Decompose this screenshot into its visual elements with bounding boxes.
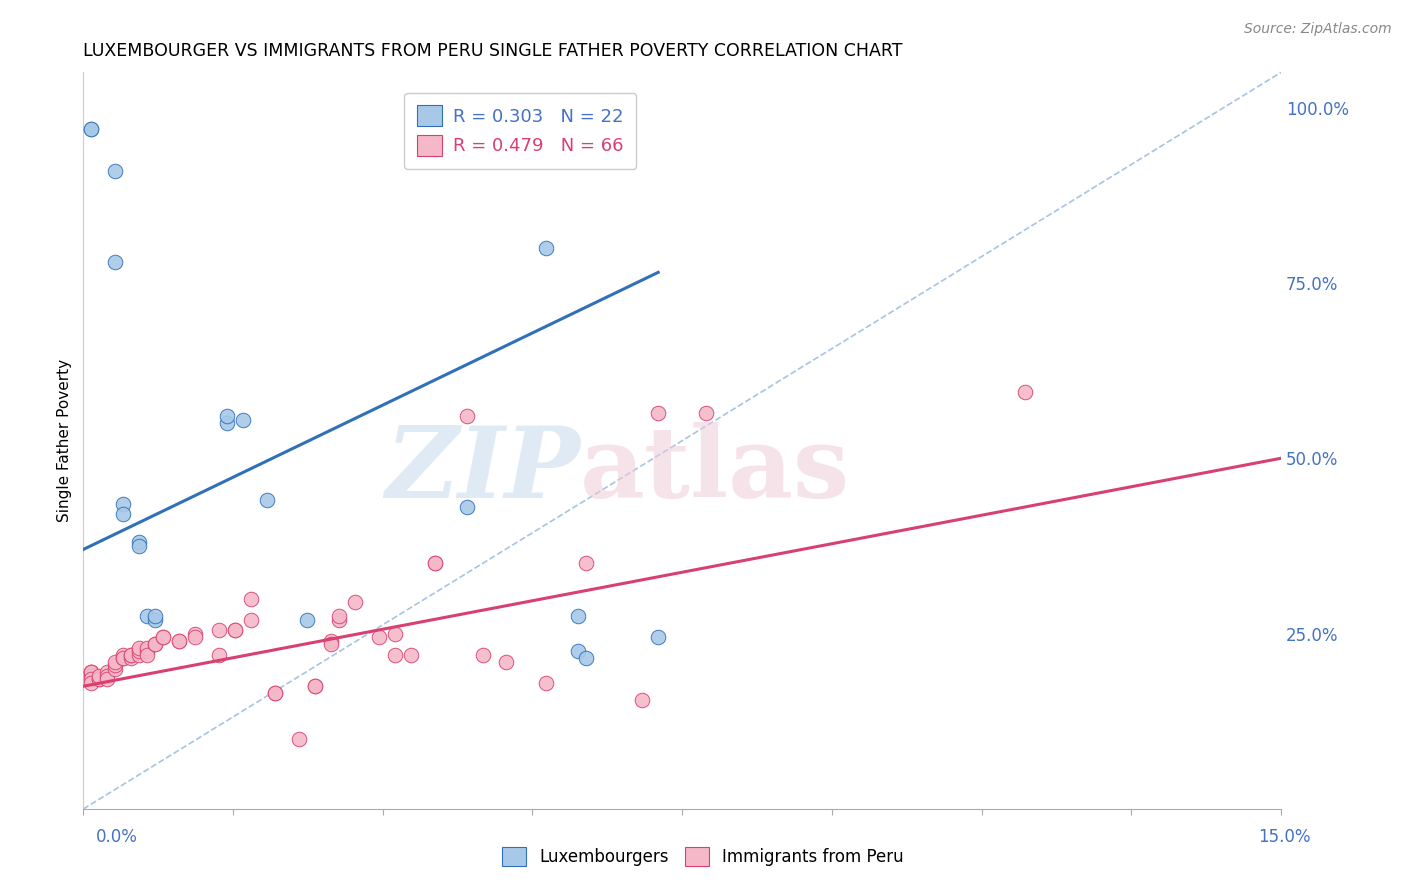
Legend: R = 0.303   N = 22, R = 0.479   N = 66: R = 0.303 N = 22, R = 0.479 N = 66: [405, 93, 637, 169]
Point: [495, 655, 517, 669]
Point: [288, 731, 311, 746]
Point: [319, 633, 342, 648]
Point: [128, 539, 150, 553]
Point: [184, 630, 207, 644]
Point: [575, 557, 598, 571]
Point: [80, 672, 103, 686]
Text: 15.0%: 15.0%: [1258, 828, 1310, 846]
Point: [264, 686, 287, 700]
Point: [120, 651, 142, 665]
Text: 0.0%: 0.0%: [96, 828, 138, 846]
Point: [1014, 384, 1036, 399]
Point: [80, 121, 103, 136]
Point: [143, 613, 166, 627]
Point: [384, 626, 406, 640]
Point: [239, 613, 262, 627]
Point: [143, 637, 166, 651]
Point: [328, 609, 350, 624]
Point: [264, 686, 287, 700]
Point: [143, 609, 166, 624]
Point: [89, 669, 111, 683]
Point: [89, 672, 111, 686]
Point: [80, 669, 103, 683]
Point: [112, 651, 135, 665]
Point: [136, 648, 159, 662]
Point: [167, 633, 190, 648]
Point: [96, 672, 118, 686]
Point: [136, 644, 159, 658]
Point: [128, 535, 150, 549]
Point: [80, 121, 103, 136]
Point: [96, 669, 118, 683]
Point: [184, 626, 207, 640]
Point: [120, 648, 142, 662]
Point: [224, 623, 246, 637]
Point: [89, 672, 111, 686]
Point: [136, 640, 159, 655]
Point: [695, 406, 717, 420]
Point: [367, 630, 389, 644]
Text: ZIP: ZIP: [385, 422, 581, 518]
Point: [128, 648, 150, 662]
Point: [567, 609, 589, 624]
Point: [208, 648, 231, 662]
Point: [104, 255, 127, 269]
Point: [536, 241, 558, 255]
Text: LUXEMBOURGER VS IMMIGRANTS FROM PERU SINGLE FATHER POVERTY CORRELATION CHART: LUXEMBOURGER VS IMMIGRANTS FROM PERU SIN…: [83, 42, 903, 60]
Point: [112, 497, 135, 511]
Point: [96, 665, 118, 680]
Point: [319, 637, 342, 651]
Point: [343, 595, 366, 609]
Point: [423, 557, 446, 571]
Point: [215, 416, 238, 430]
Point: [215, 409, 238, 424]
Point: [304, 679, 326, 693]
Point: [239, 591, 262, 606]
Point: [80, 665, 103, 680]
Point: [256, 493, 278, 508]
Point: [536, 675, 558, 690]
Point: [80, 675, 103, 690]
Point: [232, 412, 254, 426]
Point: [136, 609, 159, 624]
Point: [104, 658, 127, 673]
Point: [567, 644, 589, 658]
Point: [152, 630, 174, 644]
Point: [208, 623, 231, 637]
Point: [647, 406, 669, 420]
Point: [471, 648, 494, 662]
Point: [456, 409, 478, 424]
Point: [128, 640, 150, 655]
Point: [575, 651, 598, 665]
Point: [128, 644, 150, 658]
Point: [167, 633, 190, 648]
Point: [112, 648, 135, 662]
Point: [399, 648, 422, 662]
Point: [80, 665, 103, 680]
Point: [384, 648, 406, 662]
Point: [112, 651, 135, 665]
Point: [112, 508, 135, 522]
Text: Source: ZipAtlas.com: Source: ZipAtlas.com: [1244, 22, 1392, 37]
Point: [456, 500, 478, 515]
Point: [423, 557, 446, 571]
Legend: Luxembourgers, Immigrants from Peru: Luxembourgers, Immigrants from Peru: [496, 840, 910, 873]
Point: [631, 693, 654, 707]
Y-axis label: Single Father Poverty: Single Father Poverty: [58, 359, 72, 523]
Text: atlas: atlas: [581, 422, 851, 518]
Point: [120, 648, 142, 662]
Point: [104, 662, 127, 676]
Point: [304, 679, 326, 693]
Point: [104, 655, 127, 669]
Point: [143, 637, 166, 651]
Point: [295, 613, 318, 627]
Point: [224, 623, 246, 637]
Point: [328, 613, 350, 627]
Point: [152, 630, 174, 644]
Point: [80, 665, 103, 680]
Point: [647, 630, 669, 644]
Point: [104, 163, 127, 178]
